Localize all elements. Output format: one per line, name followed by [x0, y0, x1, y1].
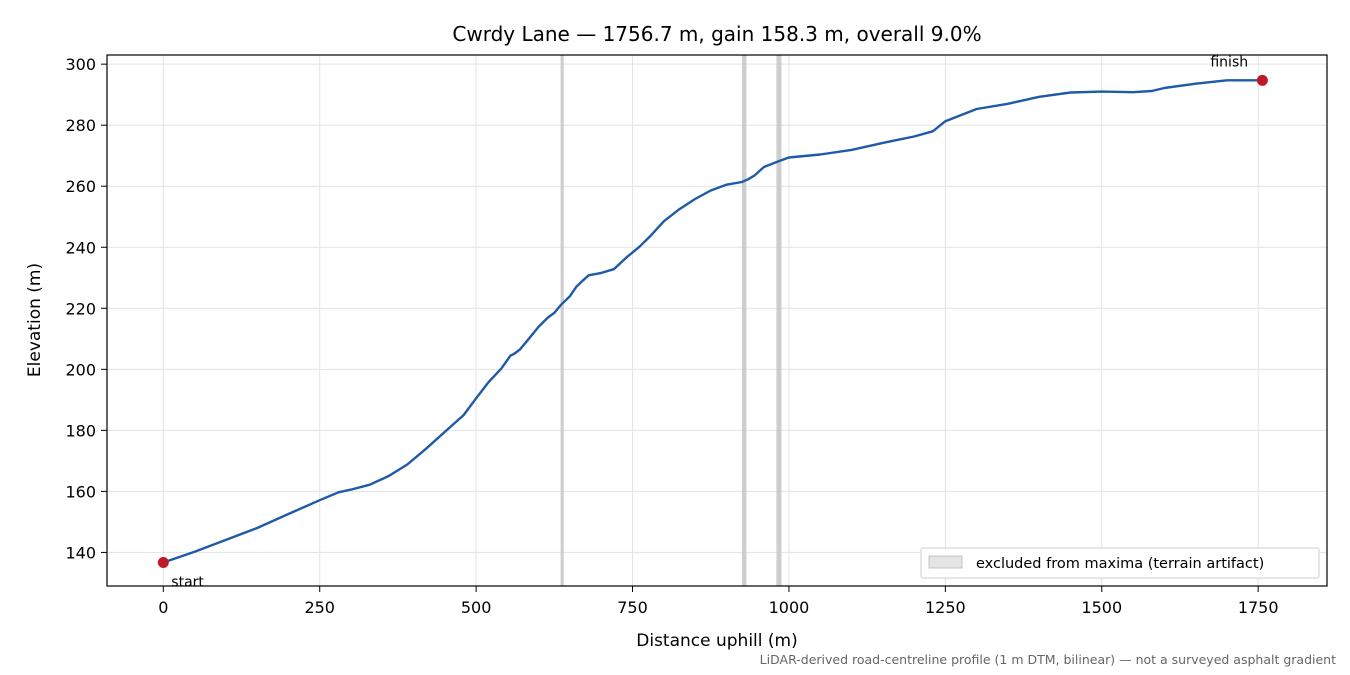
y-tick-label: 240 — [65, 238, 96, 257]
elevation-line — [162, 79, 1263, 564]
x-tick-label: 500 — [461, 598, 492, 617]
finish-marker — [1256, 74, 1268, 86]
excluded-band — [560, 55, 564, 586]
plot-frame — [106, 54, 1328, 587]
y-tick-label: 260 — [65, 177, 96, 196]
finish-label: finish — [1210, 54, 1248, 70]
excluded-bands — [560, 55, 782, 586]
y-tick-label: 160 — [65, 482, 96, 501]
start-marker — [157, 557, 169, 569]
series-layer — [162, 79, 1263, 564]
start-label: start — [171, 575, 204, 591]
ticks: 0 250 500 750 1000 1250 1500 1750 140 160 180 200 22… — [65, 55, 1278, 617]
footnote: LiDAR-derived road-centreline profile (1… — [760, 652, 1336, 667]
y-tick-label: 180 — [65, 421, 96, 440]
y-tick-label: 220 — [65, 299, 96, 318]
x-tick-label: 750 — [617, 598, 648, 617]
excluded-band — [742, 55, 747, 586]
x-axis-label: Distance uphill (m) — [636, 631, 797, 651]
x-tick-label: 0 — [158, 598, 168, 617]
y-tick-label: 200 — [65, 360, 96, 379]
markers: start finish — [157, 54, 1268, 591]
legend-label: excluded from maxima (terrain artifact) — [976, 556, 1264, 572]
excluded-band — [776, 55, 782, 586]
legend-swatch — [928, 555, 963, 569]
x-tick-label: 1500 — [1081, 598, 1122, 617]
x-tick-label: 1750 — [1238, 598, 1279, 617]
x-tick-label: 250 — [304, 598, 335, 617]
chart-title: Cwrdy Lane — 1756.7 m, gain 158.3 m, ove… — [452, 22, 981, 46]
x-tick-label: 1000 — [769, 598, 810, 617]
y-tick-label: 280 — [65, 116, 96, 135]
x-tick-label: 1250 — [925, 598, 966, 617]
legend-box — [920, 547, 1320, 579]
legend: excluded from maxima (terrain artifact) — [920, 547, 1320, 579]
y-tick-label: 300 — [65, 55, 96, 74]
y-axis-label: Elevation (m) — [25, 263, 45, 377]
y-tick-label: 140 — [65, 543, 96, 562]
grid — [107, 55, 1327, 586]
